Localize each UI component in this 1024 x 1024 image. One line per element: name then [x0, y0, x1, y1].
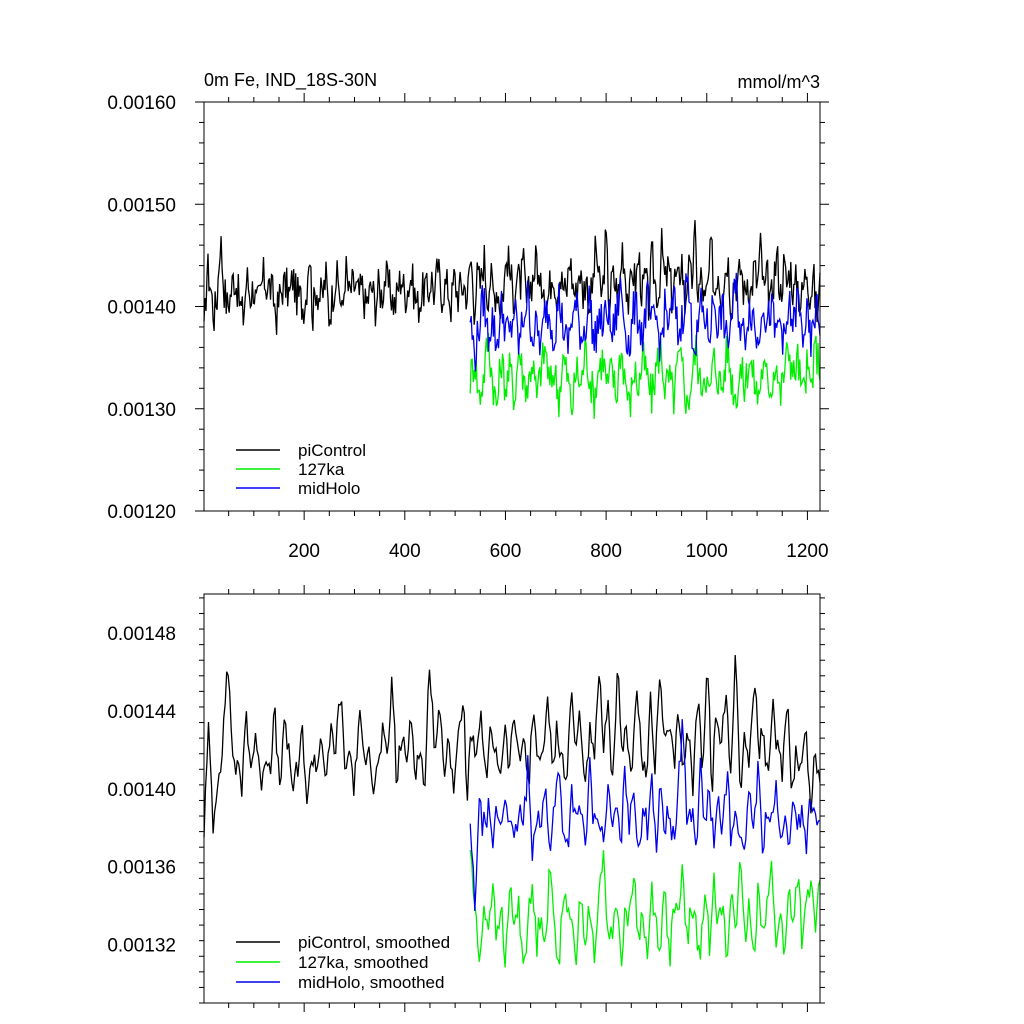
y-tick-label: 0.00160 [107, 93, 176, 114]
y-tick-label: 0.00120 [107, 502, 176, 523]
series-line-0-1 [469, 332, 821, 419]
y-tick-label: 0.00140 [107, 298, 176, 319]
series-line-1-0 [203, 654, 821, 838]
y-tick-label: 0.00148 [107, 624, 176, 645]
y-tick-label: 0.00130 [107, 400, 176, 421]
x-tick-label: 1000 [686, 541, 728, 562]
legend-label: midHolo [298, 479, 360, 498]
x-tick-label: 400 [389, 541, 421, 562]
plot-frame [203, 593, 821, 1004]
chart-units: mmol/m^3 [738, 72, 820, 92]
top-panel: 200 400 600 800 1000 1200 0.00120 0.00130 0.0014… [107, 70, 829, 562]
x-tick-label: 200 [288, 541, 320, 562]
bottom-panel: 0.00132 0.00136 0.00140 0.00144 0.00148 piCon… [107, 585, 825, 1012]
legend-label: piControl, smoothed [298, 933, 450, 952]
series-line-1-1 [469, 849, 821, 968]
x-tick-label: 600 [490, 541, 522, 562]
legend-label: 127ka, smoothed [298, 953, 428, 972]
y-tick-label: 0.00140 [107, 780, 176, 801]
y-tick-label: 0.00132 [107, 936, 176, 957]
x-tick-label: 1200 [786, 541, 828, 562]
series-line-0-2 [469, 272, 821, 372]
legend-label: midHolo, smoothed [298, 973, 444, 992]
x-tick-label: 800 [590, 541, 622, 562]
y-tick-label: 0.00150 [107, 195, 176, 216]
series-line-0-0 [203, 220, 821, 335]
series-line-1-2 [469, 719, 821, 912]
legend-label: piControl [298, 441, 366, 460]
y-tick-label: 0.00136 [107, 858, 176, 879]
y-tick-label: 0.00144 [107, 702, 176, 723]
chart-title: 0m Fe, IND_18S-30N [204, 70, 377, 91]
legend-label: 127ka [298, 460, 345, 479]
